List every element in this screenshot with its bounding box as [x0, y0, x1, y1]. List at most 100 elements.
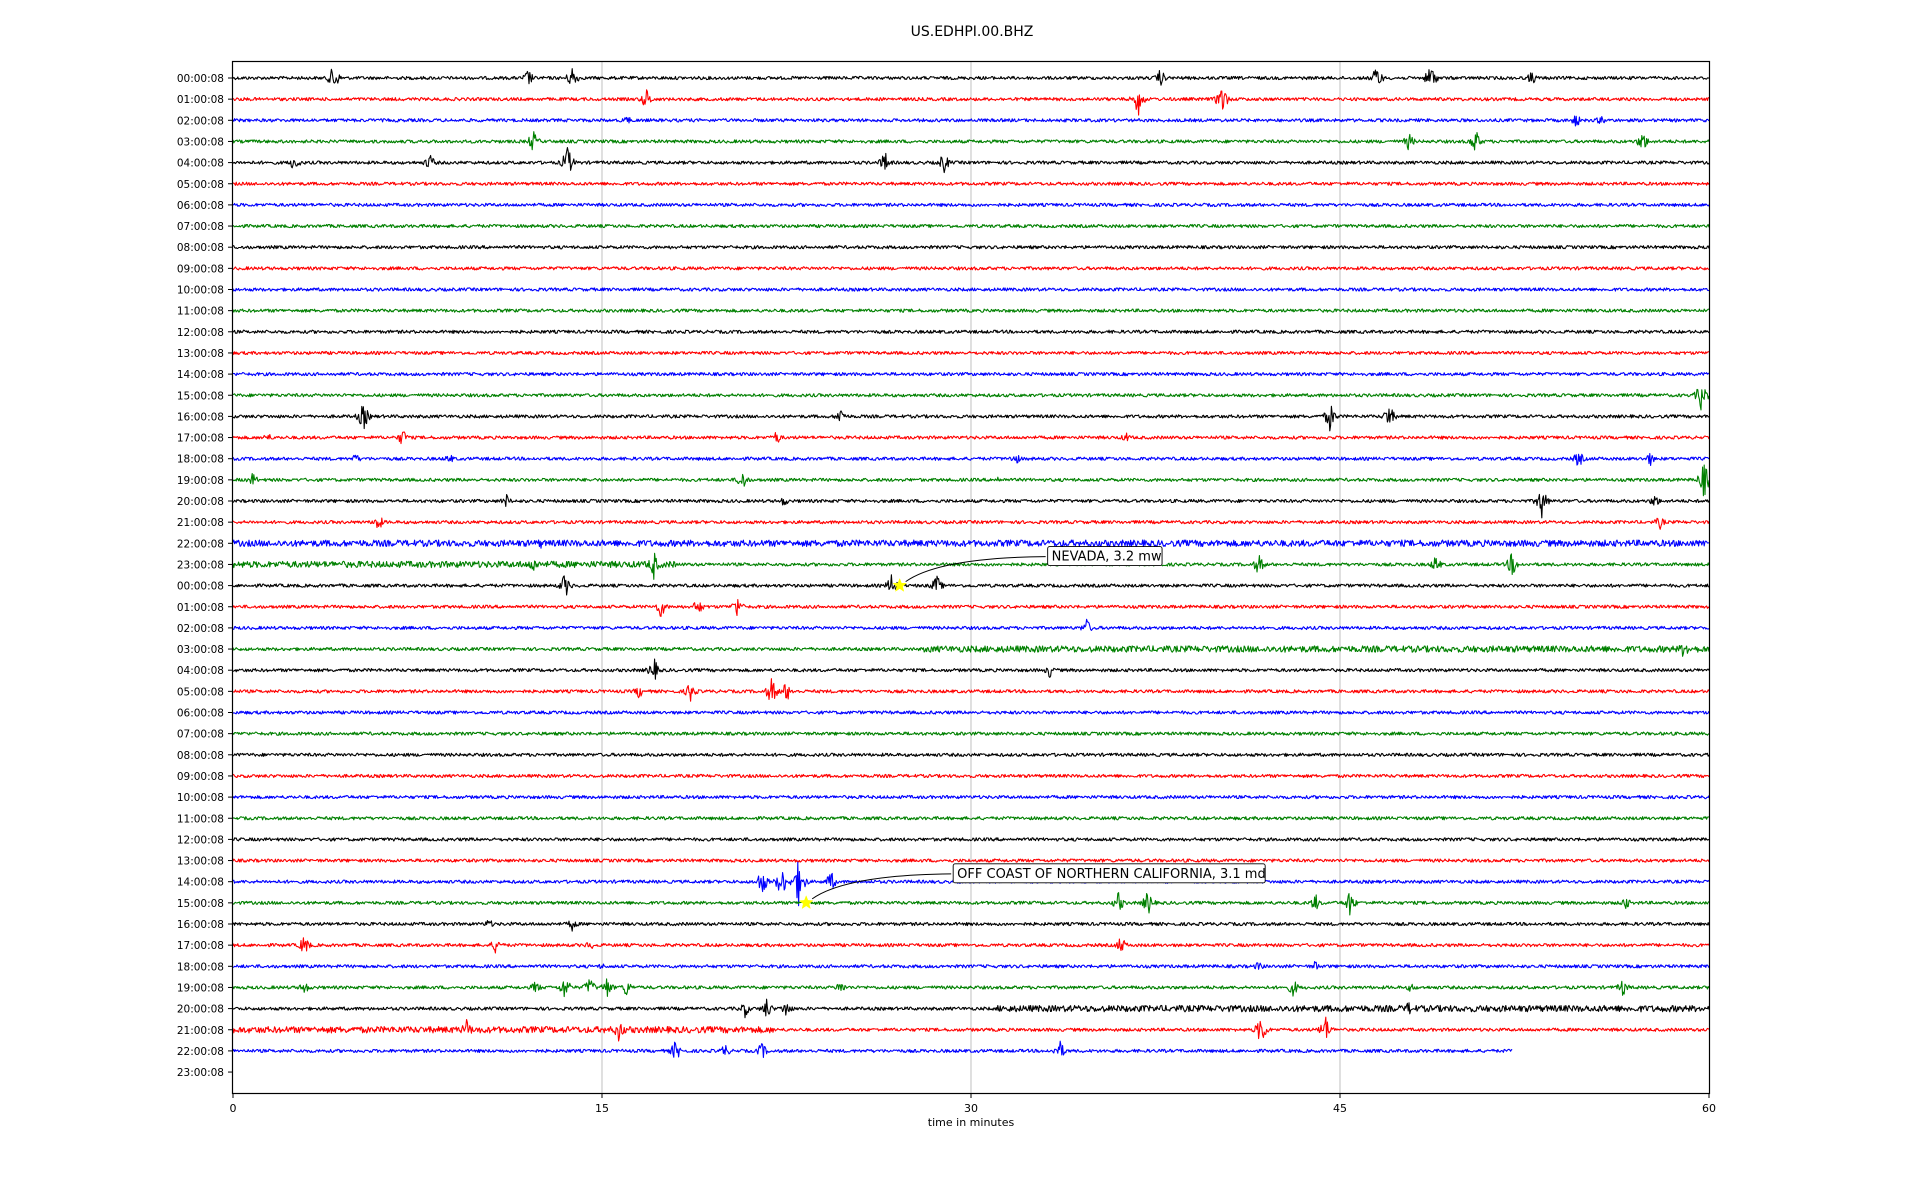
- event-label-box: [1047, 546, 1163, 567]
- y-tick-label: 20:00:08: [177, 496, 224, 508]
- trace-row-2: [232, 115, 1710, 127]
- y-tick-label: 10:00:08: [177, 792, 224, 804]
- y-tick-label: 06:00:08: [177, 708, 224, 720]
- y-tick-label: 02:00:08: [177, 623, 224, 635]
- y-tick-label: 04:00:08: [177, 158, 224, 170]
- y-tick-label: 08:00:08: [177, 750, 224, 762]
- trace-row-7: [232, 223, 1710, 229]
- y-tick-label: 09:00:08: [177, 263, 224, 275]
- trace-row-13: [232, 350, 1710, 356]
- trace-row-31: [232, 731, 1710, 736]
- trace-row-30: [232, 710, 1710, 715]
- grid-lines: [601, 62, 1341, 1093]
- event-label-box: [952, 863, 1266, 884]
- y-tick-label: 08:00:08: [177, 242, 224, 254]
- trace-row-37: [232, 858, 1710, 863]
- trace-row-35: [232, 816, 1710, 821]
- trace-row-23: [232, 552, 1710, 580]
- y-tick-label: 00:00:08: [177, 581, 224, 593]
- y-tick-label: 23:00:08: [177, 1067, 224, 1079]
- trace-row-10: [232, 287, 1710, 292]
- trace-row-18: [232, 453, 1710, 467]
- y-tick-label: 22:00:08: [177, 538, 224, 550]
- y-tick-label: 15:00:08: [177, 898, 224, 910]
- trace-row-33: [232, 773, 1710, 779]
- y-tick-label: 16:00:08: [177, 919, 224, 931]
- y-tick-label: 05:00:08: [177, 686, 224, 698]
- trace-row-36: [232, 837, 1710, 842]
- trace-row-0: [232, 68, 1710, 86]
- y-tick-label: 20:00:08: [177, 1004, 224, 1016]
- trace-row-46: [232, 1040, 1513, 1059]
- trace-row-24: [232, 574, 1710, 596]
- event-connector: [811, 873, 952, 900]
- y-tick-label: 11:00:08: [177, 813, 224, 825]
- trace-row-44: [232, 998, 1710, 1019]
- y-tick-label: 01:00:08: [177, 94, 224, 106]
- y-tick-label: 17:00:08: [177, 940, 224, 952]
- trace-row-45: [232, 1016, 1710, 1042]
- y-tick-label: 12:00:08: [177, 327, 224, 339]
- y-tick-label: 17:00:08: [177, 433, 224, 445]
- trace-row-8: [232, 245, 1710, 250]
- y-tick-label: 19:00:08: [177, 982, 224, 994]
- y-tick-label: 22:00:08: [177, 1046, 224, 1058]
- trace-row-27: [232, 645, 1710, 657]
- trace-row-9: [232, 266, 1710, 271]
- trace-row-5: [232, 181, 1710, 186]
- y-tick-label: 16:00:08: [177, 411, 224, 423]
- event-annotations: NEVADA, 3.2 mw OFF COAST OF NORTHERN CALI…: [798, 546, 1266, 910]
- trace-row-1: [232, 89, 1710, 116]
- y-tick-label: 11:00:08: [177, 306, 224, 318]
- y-tick-label: 03:00:08: [177, 136, 224, 148]
- trace-row-15: [232, 388, 1710, 411]
- trace-row-11: [232, 308, 1709, 313]
- trace-row-3: [232, 131, 1710, 151]
- y-tick-label: 19:00:08: [177, 475, 224, 487]
- y-tick-label: 23:00:08: [177, 559, 224, 571]
- y-tick-label: 15:00:08: [177, 390, 224, 402]
- y-tick-label: 18:00:08: [177, 454, 224, 466]
- y-tick-label: 09:00:08: [177, 771, 224, 783]
- y-tick-label: 03:00:08: [177, 644, 224, 656]
- trace-row-16: [232, 405, 1710, 432]
- trace-row-40: [232, 920, 1710, 932]
- x-tick-label: 15: [595, 1102, 609, 1115]
- trace-row-29: [232, 678, 1710, 702]
- event-star-marker: [892, 577, 907, 592]
- y-tick-label: 21:00:08: [177, 517, 224, 529]
- trace-row-42: [232, 961, 1710, 970]
- trace-row-20: [232, 493, 1710, 519]
- y-tick-label: 18:00:08: [177, 961, 224, 973]
- x-tick-labels: 0 15 30 45 60: [230, 1093, 1716, 1115]
- trace-row-4: [232, 147, 1710, 174]
- x-tick-label: 60: [1702, 1102, 1716, 1115]
- trace-row-41: [232, 937, 1710, 954]
- y-tick-label: 21:00:08: [177, 1025, 224, 1037]
- trace-row-12: [232, 329, 1710, 334]
- y-tick-label: 05:00:08: [177, 179, 224, 191]
- y-tick-label: 13:00:08: [177, 348, 224, 360]
- event-connector: [905, 556, 1046, 583]
- trace-row-39: [232, 892, 1710, 916]
- y-tick-labels: 00:00:08 01:00:08 02:00:08 03:00:08 04:00:08…: [177, 73, 233, 1079]
- event-label: NEVADA, 3.2 mw: [1052, 550, 1162, 565]
- trace-row-19: [232, 464, 1710, 497]
- trace-row-32: [232, 752, 1710, 757]
- trace-row-43: [232, 978, 1710, 998]
- trace-row-22: [232, 539, 1710, 549]
- trace-row-14: [232, 371, 1710, 377]
- trace-row-25: [232, 598, 1710, 617]
- trace-row-6: [232, 202, 1710, 208]
- y-tick-label: 12:00:08: [177, 834, 224, 846]
- y-tick-label: 02:00:08: [177, 115, 224, 127]
- x-tick-label: 0: [230, 1102, 237, 1115]
- y-tick-label: 01:00:08: [177, 602, 224, 614]
- x-tick-label: 30: [964, 1102, 978, 1115]
- y-tick-label: 00:00:08: [177, 73, 224, 85]
- trace-row-17: [232, 431, 1710, 445]
- trace-row-26: [232, 618, 1710, 631]
- event-star-marker: [798, 895, 814, 910]
- y-tick-label: 07:00:08: [177, 729, 224, 741]
